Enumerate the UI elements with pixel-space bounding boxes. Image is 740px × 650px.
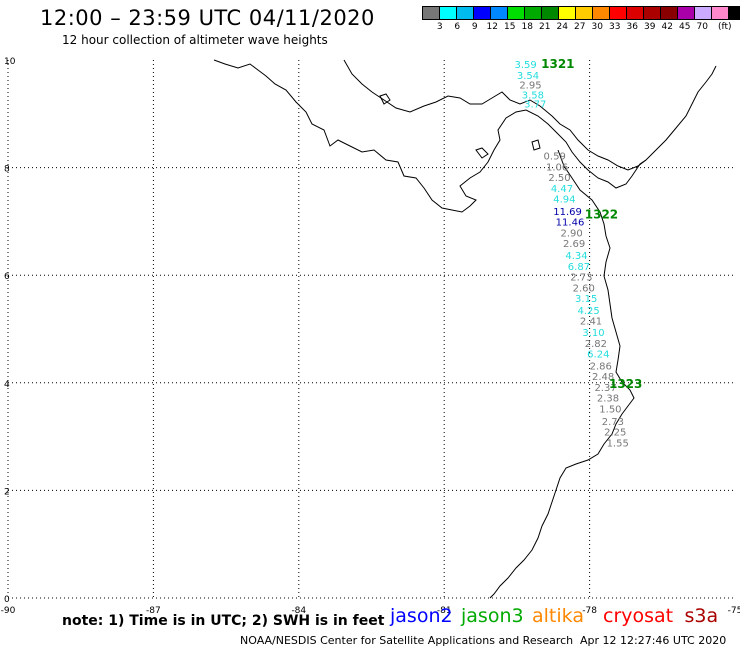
coastline-segment	[379, 93, 391, 105]
swh-value: 3.58	[522, 91, 544, 102]
swh-value: 2.50	[548, 173, 570, 184]
lon-label: -90	[1, 606, 16, 616]
scale-label: 42	[661, 22, 673, 32]
track-number: 1322	[585, 208, 618, 222]
legend-jason3: jason3	[461, 605, 524, 627]
lat-label: 10	[4, 57, 16, 67]
swh-value: 2.25	[604, 428, 626, 439]
swh-value: 2.69	[563, 239, 585, 250]
swh-value: 0.59	[544, 152, 566, 163]
swh-value: 3.54	[517, 71, 539, 82]
scale-swatch	[728, 6, 740, 20]
color-scale-unit: (ft)	[718, 22, 732, 32]
lon-label: -87	[146, 606, 161, 616]
lat-label: 4	[4, 380, 10, 390]
swh-value: 4.47	[551, 184, 573, 195]
swh-value: 6.87	[568, 262, 590, 273]
swh-value: 2.48	[592, 372, 614, 383]
swh-value: 2.41	[580, 317, 602, 328]
map-title: 12:00 – 23:59 UTC 04/11/2020	[40, 6, 375, 30]
swh-value: 2.86	[590, 361, 612, 372]
observations: 3.593.542.953.583.77 0.591.062.504.474.94…	[514, 60, 628, 449]
swh-value: 4.25	[577, 306, 599, 317]
legend-jason2: jason2	[390, 605, 453, 627]
track-number: 1323	[609, 377, 642, 391]
swh-value: 2.60	[573, 283, 595, 294]
legend-cryosat: cryosat	[603, 605, 674, 627]
color-scale-labels: 3 6 9 12 15 18 21 24 27 30 33 36 39 42 45 70	[422, 22, 711, 32]
lat-label: 6	[4, 272, 10, 282]
scale-label: 15	[504, 22, 516, 32]
coastline	[213, 59, 717, 599]
scale-label: 33	[609, 22, 621, 32]
track-number: 1321	[541, 57, 574, 71]
coastline-segment	[213, 59, 647, 213]
swh-value: 2.73	[602, 417, 624, 428]
coastline-segment	[489, 149, 635, 599]
swh-value: 2.82	[585, 339, 607, 350]
swh-value: 2.73	[570, 273, 592, 284]
scale-label: 6	[454, 22, 461, 32]
track-labels: 1321 1322 1323	[541, 57, 642, 391]
swh-value: 4.34	[565, 251, 587, 262]
scale-label: 30	[591, 22, 603, 32]
swh-value: 11.69	[553, 207, 582, 218]
legend-s3a: s3a	[684, 605, 719, 627]
swh-value: 6.24	[587, 350, 609, 361]
legend-altika: altika	[532, 605, 584, 627]
lon-label: -75	[728, 606, 740, 616]
scale-label: 39	[644, 22, 656, 32]
lat-label: 2	[4, 487, 10, 497]
lon-label: -81	[437, 606, 452, 616]
credit-text: NOAA/NESDIS Center for Satellite Applica…	[240, 634, 574, 647]
scale-label: 70	[696, 22, 708, 32]
swh-value: 1.55	[607, 438, 629, 449]
map-subtitle: 12 hour collection of altimeter wave hei…	[62, 33, 328, 47]
swh-value: 11.46	[556, 218, 585, 229]
scale-label: 27	[574, 22, 586, 32]
scale-label: 45	[679, 22, 691, 32]
timestamp-text: Apr 12 12:27:46 UTC 2020	[580, 634, 727, 647]
scale-label: 18	[521, 22, 533, 32]
scale-label: 21	[539, 22, 551, 32]
swh-value: 1.06	[546, 162, 568, 173]
swh-value: 2.90	[561, 228, 583, 239]
swh-value: 3.10	[582, 328, 604, 339]
lon-label: -84	[291, 606, 306, 616]
footer-note: note: 1) Time is in UTC; 2) SWH is in fe…	[62, 613, 385, 629]
swh-value: 4.94	[553, 195, 575, 206]
axis-labels: -90 -87 -84 -81 -78 -75 10 8 6 4 2 0	[1, 57, 740, 616]
color-scale	[422, 6, 740, 20]
swh-value: 3.15	[575, 294, 597, 305]
swh-value: 2.37	[594, 383, 616, 394]
lat-label: 8	[4, 165, 10, 175]
scale-label: 24	[556, 22, 568, 32]
lat-label: 0	[4, 595, 10, 605]
scale-label: 36	[626, 22, 638, 32]
swh-value: 1.50	[599, 404, 621, 415]
coastline-segment	[343, 59, 717, 171]
coastline-segment	[475, 147, 489, 159]
scale-label: 9	[471, 22, 478, 32]
scale-label: 12	[486, 22, 498, 32]
swh-value: 2.38	[597, 394, 619, 405]
swh-value: 3.77	[524, 99, 546, 110]
swh-value: 3.59	[514, 60, 536, 71]
scale-label: 3	[436, 22, 443, 32]
lon-label: -78	[582, 606, 597, 616]
graticule	[7, 60, 735, 599]
coastline-segment	[531, 139, 541, 151]
swh-value: 2.95	[519, 81, 541, 92]
